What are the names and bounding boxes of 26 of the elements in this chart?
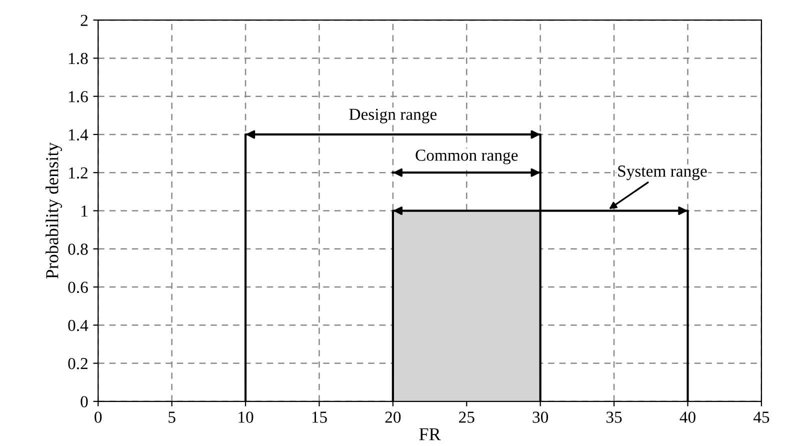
y-tick-label: 1.6 bbox=[69, 91, 88, 102]
x-tick-label: 30 bbox=[532, 412, 548, 423]
y-tick-label: 1 bbox=[82, 206, 88, 217]
y-tick-label: 2 bbox=[80, 14, 88, 26]
y-tick-label: 0.6 bbox=[68, 282, 88, 294]
x-tick-label: 15 bbox=[312, 412, 327, 423]
y-axis-title: Probability density bbox=[46, 142, 62, 279]
x-tick-label: 45 bbox=[753, 412, 770, 423]
y-tick-label: 1.2 bbox=[69, 167, 88, 179]
series-label: System range bbox=[618, 166, 707, 180]
x-tick-label: 25 bbox=[459, 412, 474, 423]
y-tick-label: 0.2 bbox=[68, 358, 88, 370]
x-tick-label: 20 bbox=[385, 412, 401, 423]
x-tick-label: 35 bbox=[606, 412, 622, 423]
x-tick-label: 5 bbox=[168, 412, 176, 423]
x-tick-label: 10 bbox=[238, 412, 254, 423]
x-tick-label: 0 bbox=[94, 412, 102, 423]
series-label: Design range bbox=[349, 108, 437, 124]
y-tick-label: 1.8 bbox=[69, 52, 88, 64]
y-tick-label: 0.4 bbox=[68, 320, 88, 332]
y-tick-label: 0.8 bbox=[68, 244, 88, 255]
x-axis-title: FR bbox=[419, 428, 441, 440]
y-tick-label: 1.4 bbox=[69, 129, 88, 140]
y-tick-label: 0 bbox=[80, 396, 88, 408]
x-tick-label: 40 bbox=[680, 412, 696, 423]
series-label: Common range bbox=[416, 150, 518, 164]
